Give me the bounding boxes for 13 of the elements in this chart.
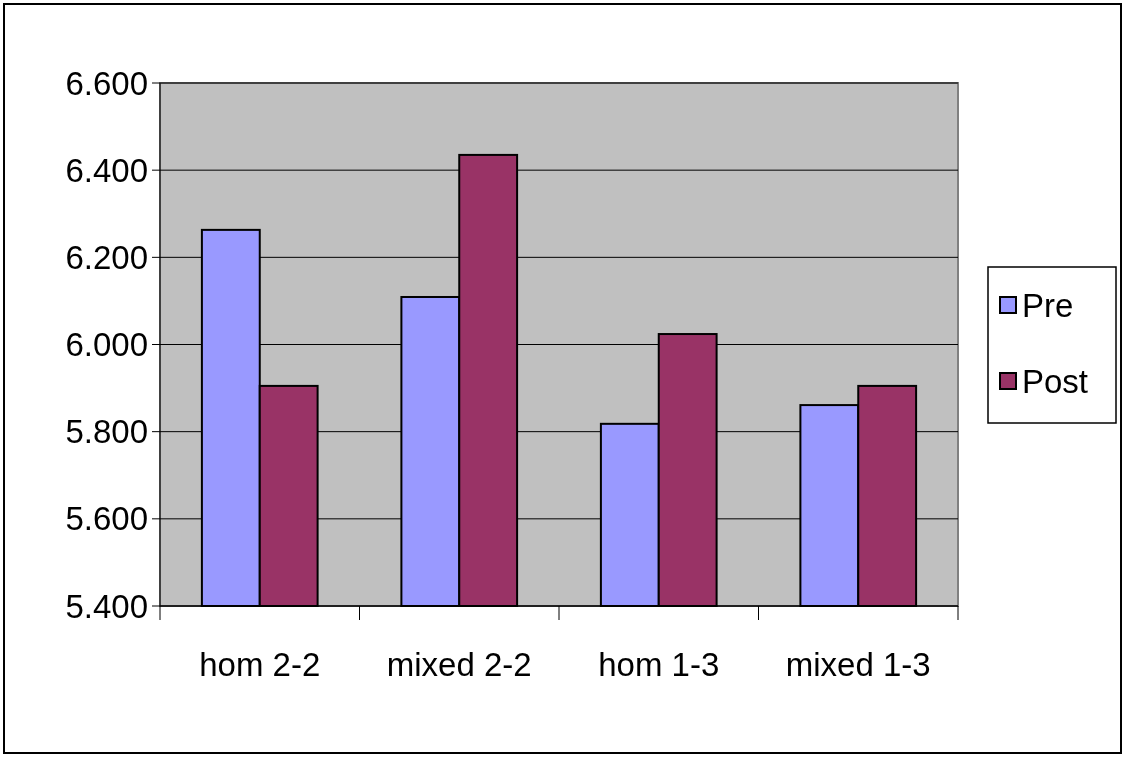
legend-label: Post xyxy=(1022,362,1089,400)
y-tick-label: 6.600 xyxy=(65,64,148,102)
x-tick-label: mixed 1-3 xyxy=(785,646,931,683)
y-tick-label: 6.400 xyxy=(65,151,148,189)
x-tick-label: hom 2-2 xyxy=(199,646,321,683)
y-tick-label: 6.000 xyxy=(65,326,148,364)
x-tick-label: mixed 2-2 xyxy=(386,646,532,683)
y-tick-label: 5.600 xyxy=(65,500,148,538)
y-tick-label: 5.400 xyxy=(65,587,148,625)
y-tick-label: 5.800 xyxy=(65,413,148,451)
y-tick-label: 6.200 xyxy=(65,238,148,276)
legend-label: Pre xyxy=(1022,286,1074,324)
x-tick-label: hom 1-3 xyxy=(598,646,720,683)
